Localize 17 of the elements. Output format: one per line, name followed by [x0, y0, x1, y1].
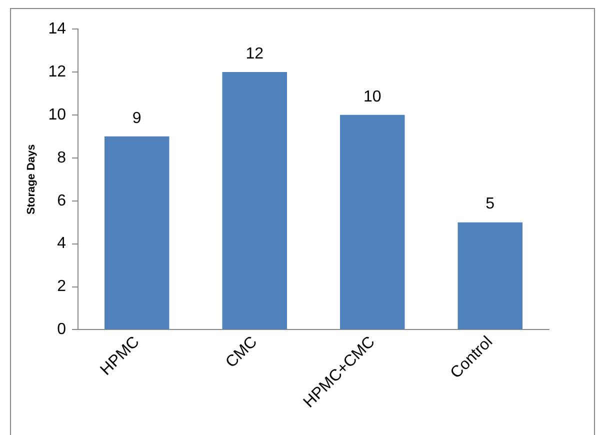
y-tick-label: 10 [48, 106, 66, 124]
y-axis-title: Storage Days [26, 144, 38, 215]
bar [340, 114, 405, 330]
bar [222, 72, 288, 330]
bar [104, 136, 170, 330]
data-label: 10 [363, 88, 382, 106]
y-tick-label: 8 [57, 149, 66, 166]
data-label: 9 [132, 110, 142, 127]
y-tick-label: 0 [57, 321, 66, 338]
y-tick-label: 12 [48, 63, 66, 80]
y-tick-label: 14 [48, 20, 66, 38]
y-tick-label: 6 [57, 192, 66, 210]
y-tick-label: 4 [57, 235, 66, 252]
data-label: 5 [486, 196, 495, 213]
bar [458, 222, 523, 330]
data-label: 12 [246, 45, 264, 62]
y-tick-label: 2 [57, 278, 66, 296]
